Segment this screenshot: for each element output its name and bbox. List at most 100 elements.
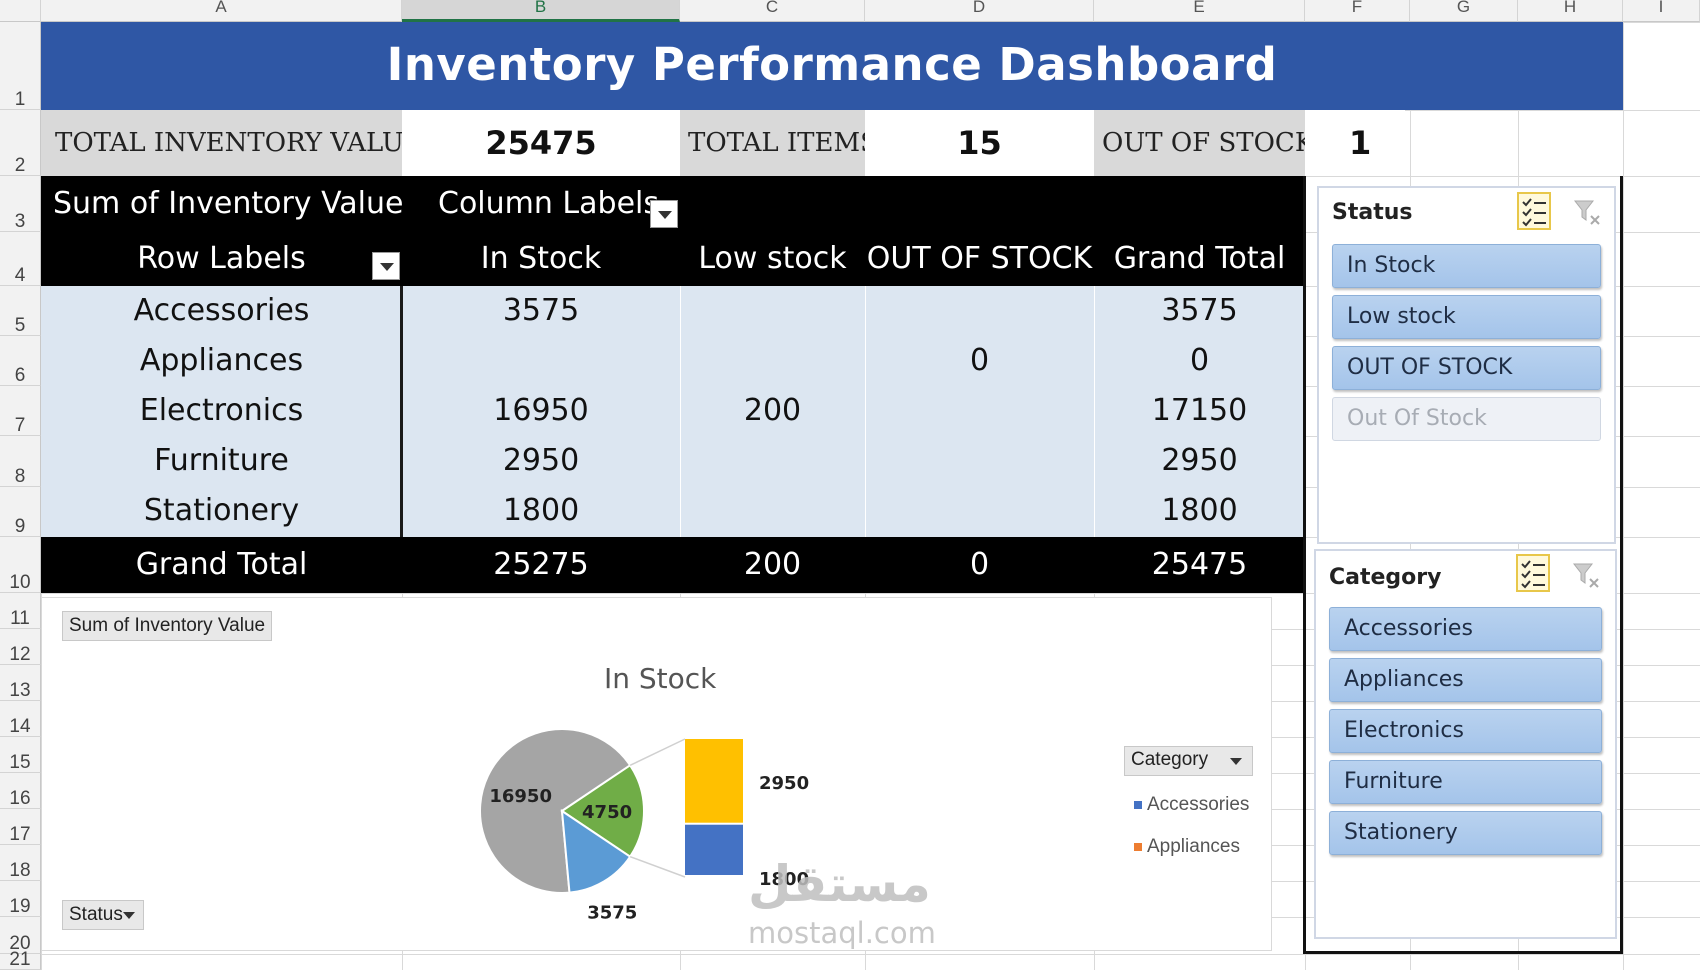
row-header-10[interactable]: 10 [0,537,41,593]
pivot-column-divider [865,286,866,537]
legend-entry[interactable]: Accessories [1134,794,1249,816]
pivot-value-cell[interactable]: 17150 [1151,393,1248,428]
category-slicer-item[interactable]: Furniture [1329,760,1602,804]
row-header-19[interactable]: 19 [0,881,41,917]
value-field-button[interactable]: Sum of Inventory Value [62,611,273,641]
pivot-value-cell[interactable]: 2950 [1161,443,1238,478]
column-header-d[interactable]: D [865,0,1094,22]
total-items-value[interactable]: 15 [865,110,1094,176]
pivot-header-cell[interactable]: Grand Total [1113,241,1286,276]
secondary-segment-furniture[interactable] [685,739,743,823]
column-header-a[interactable]: A [41,0,402,22]
pivot-value-cell[interactable] [680,486,865,536]
pivot-value-cell[interactable] [680,436,865,486]
row-header-1[interactable]: 1 [0,22,41,110]
row-header-6[interactable]: 6 [0,336,41,386]
grand-total-value[interactable]: 25475 [1151,547,1248,582]
select-all-corner[interactable] [0,0,41,22]
category-slicer: Category Accessories Appliances Electronic… [1314,549,1617,939]
row-header-17[interactable]: 17 [0,809,41,845]
row-header-5[interactable]: 5 [0,286,41,336]
column-header-f[interactable]: F [1305,0,1410,22]
row-header-4[interactable]: 4 [0,232,41,286]
category-slicer-item[interactable]: Electronics [1329,709,1602,753]
pivot-value-cell[interactable]: 1800 [1161,493,1238,528]
pivot-value-cell[interactable] [402,336,680,386]
grand-total-label[interactable]: Grand Total [135,547,308,582]
column-header-h[interactable]: H [1518,0,1623,22]
pivot-value-cell[interactable] [865,486,1094,536]
column-labels-filter-dropdown[interactable] [650,200,678,228]
pivot-header-cell[interactable]: Low stock [698,241,847,276]
status-slicer-item[interactable]: In Stock [1332,244,1601,288]
pivot-value-cell[interactable] [865,386,1094,436]
row-header-7[interactable]: 7 [0,386,41,436]
row-number: 15 [9,752,31,773]
total-inventory-value[interactable]: 25475 [402,110,680,176]
pivot-value-cell[interactable]: 16950 [493,393,589,428]
status-field-button[interactable]: Status [62,900,144,930]
pivot-row-label[interactable]: Appliances [139,343,304,378]
row-number: 10 [9,572,31,593]
row-labels-filter-dropdown[interactable] [372,252,400,280]
pivot-value-cell[interactable]: 3575 [1161,293,1238,328]
row-header-21[interactable]: 21 [0,950,41,970]
column-header-g[interactable]: G [1410,0,1518,22]
multi-select-icon[interactable] [1517,192,1551,230]
row-header-2[interactable]: 2 [0,110,41,176]
column-header-e[interactable]: E [1094,0,1305,22]
row-header-15[interactable]: 15 [0,737,41,773]
grand-total-value[interactable]: 25275 [493,547,589,582]
legend-entry[interactable]: Appliances [1134,836,1240,858]
pivot-value-cell[interactable]: 3575 [502,293,580,328]
row-header-12[interactable]: 12 [0,629,41,665]
pivot-value-cell[interactable]: 200 [743,393,802,428]
clear-filter-icon[interactable] [1572,561,1602,591]
clear-filter-icon[interactable] [1573,198,1603,228]
row-number: 3 [14,211,26,232]
grand-total-value[interactable]: 0 [969,547,990,582]
pie-slice-other[interactable] [560,763,645,859]
row-header-11[interactable]: 11 [0,593,41,629]
column-header-i[interactable]: I [1623,0,1700,22]
column-header-b[interactable]: B [402,0,680,22]
grand-total-value[interactable]: 200 [743,547,802,582]
multi-select-icon[interactable] [1516,554,1550,592]
row-header-3[interactable]: 3 [0,176,41,232]
category-slicer-item[interactable]: Appliances [1329,658,1602,702]
column-header-c[interactable]: C [680,0,865,22]
status-slicer-item[interactable]: Low stock [1332,295,1601,339]
row-header-9[interactable]: 9 [0,487,41,537]
status-slicer-item[interactable]: Out Of Stock [1332,397,1601,441]
out-of-stock-value[interactable]: 1 [1305,110,1405,176]
pivot-header-cell[interactable]: OUT OF STOCK [866,241,1093,276]
pivot-header-cell[interactable]: In Stock [480,241,602,276]
pivot-row-label[interactable]: Stationery [143,493,300,528]
pivot-row-label[interactable]: Accessories [133,293,310,328]
category-slicer-item[interactable]: Accessories [1329,607,1602,651]
pivot-value-cell[interactable]: 0 [1189,343,1210,378]
category-slicer-item[interactable]: Stationery [1329,811,1602,855]
pivot-value-cell[interactable] [680,336,865,386]
row-header-8[interactable]: 8 [0,436,41,487]
pivot-value-cell[interactable] [865,436,1094,486]
status-slicer-item[interactable]: OUT OF STOCK [1332,346,1601,390]
pivot-row-label[interactable]: Furniture [154,443,289,478]
row-header-13[interactable]: 13 [0,665,41,701]
category-field-button[interactable]: Category [1124,746,1253,776]
pivot-chart[interactable]: Sum of Inventory Value Status In Stock 1… [41,597,1272,951]
pie-slice-accessories[interactable] [560,809,632,894]
pivot-value-cell[interactable]: 1800 [502,493,580,528]
row-header-18[interactable]: 18 [0,845,41,881]
pivot-row-label[interactable]: Electronics [139,393,304,428]
row-header-14[interactable]: 14 [0,701,41,737]
pivot-value-cell[interactable]: 0 [969,343,990,378]
pivot-value-cell[interactable] [680,286,865,336]
pivot-value-cell[interactable] [865,286,1094,336]
row-header-20[interactable]: 20 [0,917,41,954]
secondary-segment-stationery[interactable] [685,824,743,875]
legend-label: Accessories [1147,794,1250,815]
row-header-16[interactable]: 16 [0,773,41,809]
pivot-value-cell[interactable]: 2950 [502,443,580,478]
pie-slice-electronics[interactable] [479,728,632,894]
